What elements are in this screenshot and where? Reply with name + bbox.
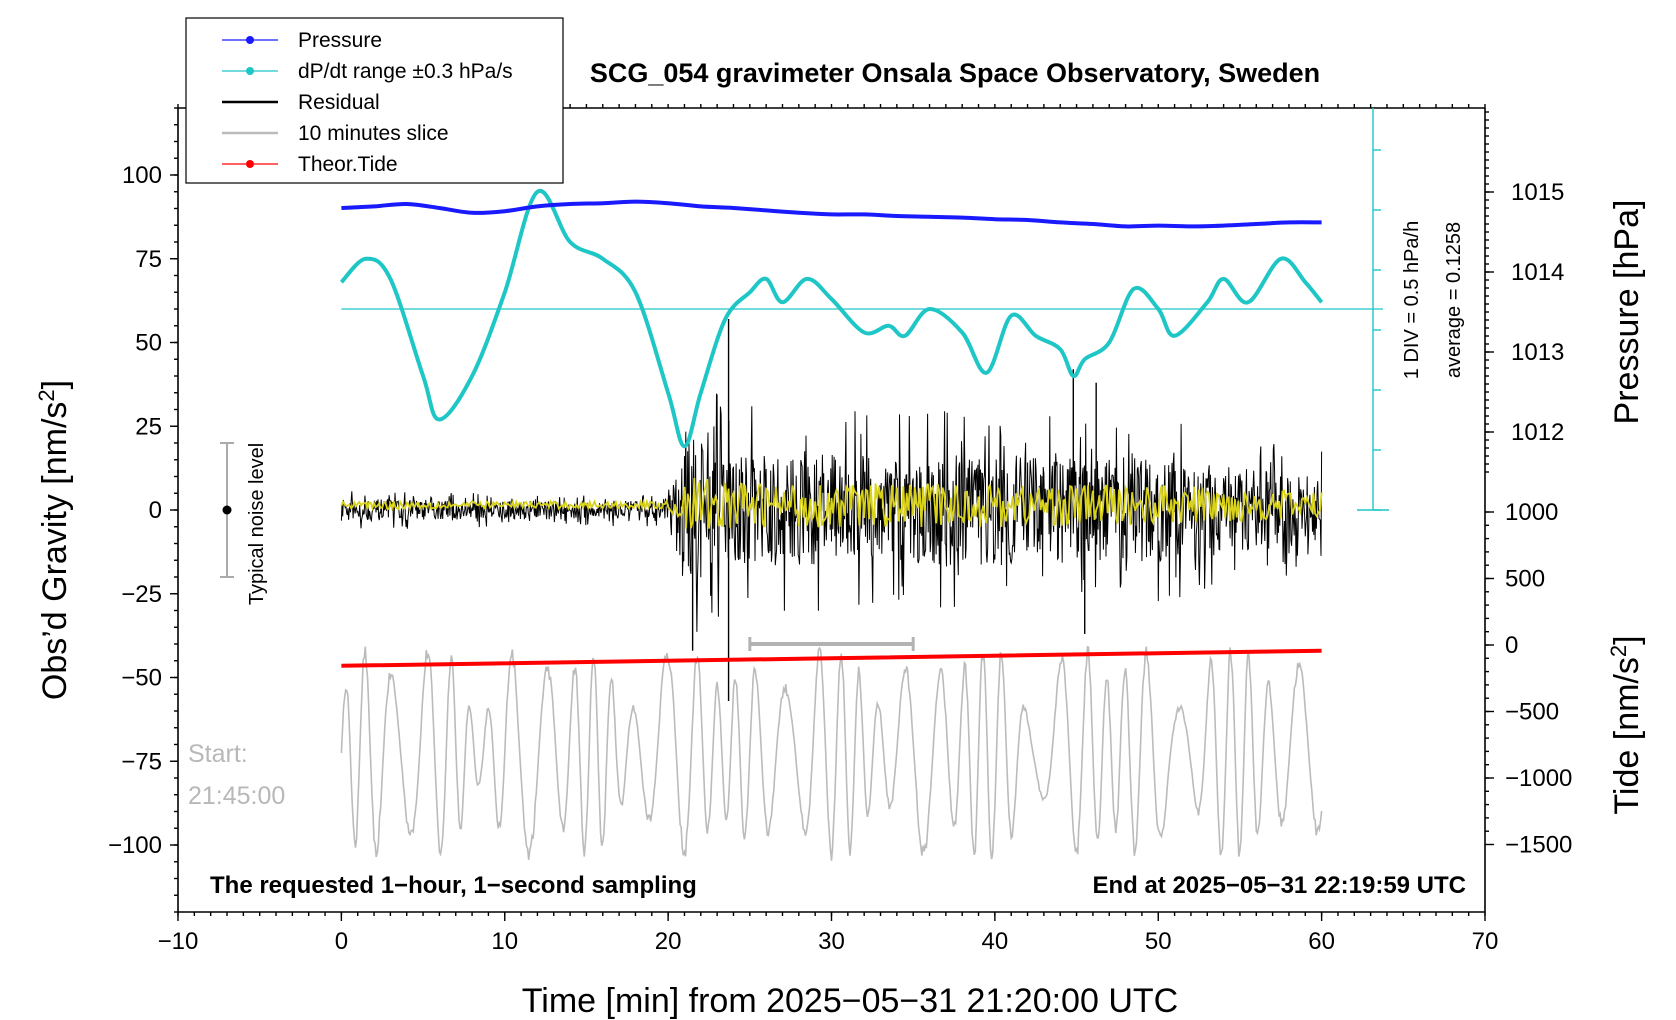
time-tick-label: 70 bbox=[1472, 928, 1499, 955]
legend-item-label: 10 minutes slice bbox=[298, 122, 449, 145]
gravity-tick-label: 100 bbox=[122, 162, 162, 189]
residual-series-line bbox=[340, 393, 1323, 632]
gravity-axis-title-text: Obs’d Gravity [nm/s bbox=[36, 402, 74, 701]
time-tick-label: 60 bbox=[1308, 928, 1335, 955]
gravity-tick-label: −50 bbox=[121, 665, 162, 692]
gravity-tick-label: 25 bbox=[135, 413, 162, 440]
x-axis-title: Time [min] from 2025−05−31 21:20:00 UTC bbox=[522, 982, 1178, 1020]
legend-item-label: Theor.Tide bbox=[298, 153, 398, 176]
gravity-axis-title-sup: 2 bbox=[34, 389, 59, 401]
legend-swatch-dot bbox=[246, 160, 254, 168]
tide-tick-label: −1000 bbox=[1505, 765, 1572, 792]
start-label: Start: bbox=[188, 740, 248, 768]
legend-item-label: Residual bbox=[298, 91, 380, 114]
time-tick-label: 40 bbox=[982, 928, 1009, 955]
pressure-rate-scale bbox=[341, 108, 1389, 511]
legend: Pressure dP/dt range ±0.3 hPa/s Residual 10… bbox=[185, 17, 564, 184]
chart-title: SCG_054 gravimeter Onsala Space Observat… bbox=[590, 58, 1320, 88]
gravity-axis-title-end: ] bbox=[36, 380, 74, 389]
sampling-note: The requested 1−hour, 1−second sampling bbox=[210, 872, 697, 899]
time-tick-label: 0 bbox=[335, 928, 348, 955]
slice-series-line bbox=[340, 645, 1323, 861]
gravity-tick-label: −100 bbox=[108, 832, 162, 859]
pressure-tick-label: 1014 bbox=[1511, 259, 1564, 286]
gravity-tick-label: 75 bbox=[135, 246, 162, 273]
time-tick-label: 10 bbox=[491, 928, 518, 955]
tide-tick-label: 500 bbox=[1505, 566, 1545, 593]
tide-tick-label: −1500 bbox=[1505, 832, 1572, 859]
gravity-tick-label: −75 bbox=[121, 748, 162, 775]
pressure-rate-division-label: 1 DIV = 0.5 hPa/h bbox=[1401, 221, 1423, 379]
gravity-tick-label: −25 bbox=[121, 581, 162, 608]
time-tick-label: −10 bbox=[158, 928, 199, 955]
tide-tick-label: 0 bbox=[1505, 632, 1518, 659]
pressure-series-line bbox=[341, 199, 1322, 229]
tide-tick-label: 1000 bbox=[1505, 499, 1558, 526]
time-tick-label: 20 bbox=[655, 928, 682, 955]
pressure-axis-title: Pressure [hPa] bbox=[1608, 200, 1646, 425]
legend-item-label: dP/dt range ±0.3 hPa/s bbox=[298, 60, 513, 83]
pressure-rate-average-label: average = 0.1258 bbox=[1443, 222, 1465, 378]
tide-axis-title-sup: 2 bbox=[1606, 645, 1631, 657]
tide-tick-label: −500 bbox=[1505, 699, 1559, 726]
legend-box bbox=[185, 17, 564, 184]
end-time-note: End at 2025−05−31 22:19:59 UTC bbox=[1092, 872, 1466, 899]
legend-swatch-dot bbox=[246, 36, 254, 44]
tide-axis-title-end: ] bbox=[1608, 635, 1646, 644]
gravity-axis-title: Obs’d Gravity [nm/s2] bbox=[34, 380, 75, 700]
tide-axis-ticks: 1000 500 0 −500 −1000 −1500 bbox=[1485, 499, 1572, 859]
pressure-axis-ticks: 1015 1014 1013 1012 bbox=[1485, 111, 1564, 473]
tide-axis-title-text: Tide [nm/s bbox=[1608, 657, 1646, 814]
legend-item-label: Pressure bbox=[298, 29, 382, 52]
legend-swatch-dot bbox=[246, 67, 254, 75]
pressure-tick-label: 1013 bbox=[1511, 339, 1564, 366]
time-tick-label: 30 bbox=[818, 928, 845, 955]
dpdt-series-line bbox=[339, 188, 1324, 449]
gravity-tick-label: 50 bbox=[135, 330, 162, 357]
pressure-tick-label: 1015 bbox=[1511, 179, 1564, 206]
gravity-tick-label: 0 bbox=[149, 497, 162, 524]
series-layer bbox=[339, 188, 1324, 861]
residual-smoothed-line bbox=[340, 477, 1323, 529]
noise-level-marker bbox=[220, 442, 235, 578]
noise-center-dot bbox=[222, 505, 232, 515]
time-tick-label: 50 bbox=[1145, 928, 1172, 955]
noise-level-label: Typical noise level bbox=[246, 443, 268, 605]
tide-series-line bbox=[341, 648, 1322, 668]
start-time: 21:45:00 bbox=[188, 782, 285, 810]
pressure-tick-label: 1012 bbox=[1511, 419, 1564, 446]
gravity-axis-ticks: 100 75 50 25 0 −25 −50 −75 −100 bbox=[108, 107, 178, 913]
tide-axis-title: Tide [nm/s2] bbox=[1606, 635, 1647, 814]
